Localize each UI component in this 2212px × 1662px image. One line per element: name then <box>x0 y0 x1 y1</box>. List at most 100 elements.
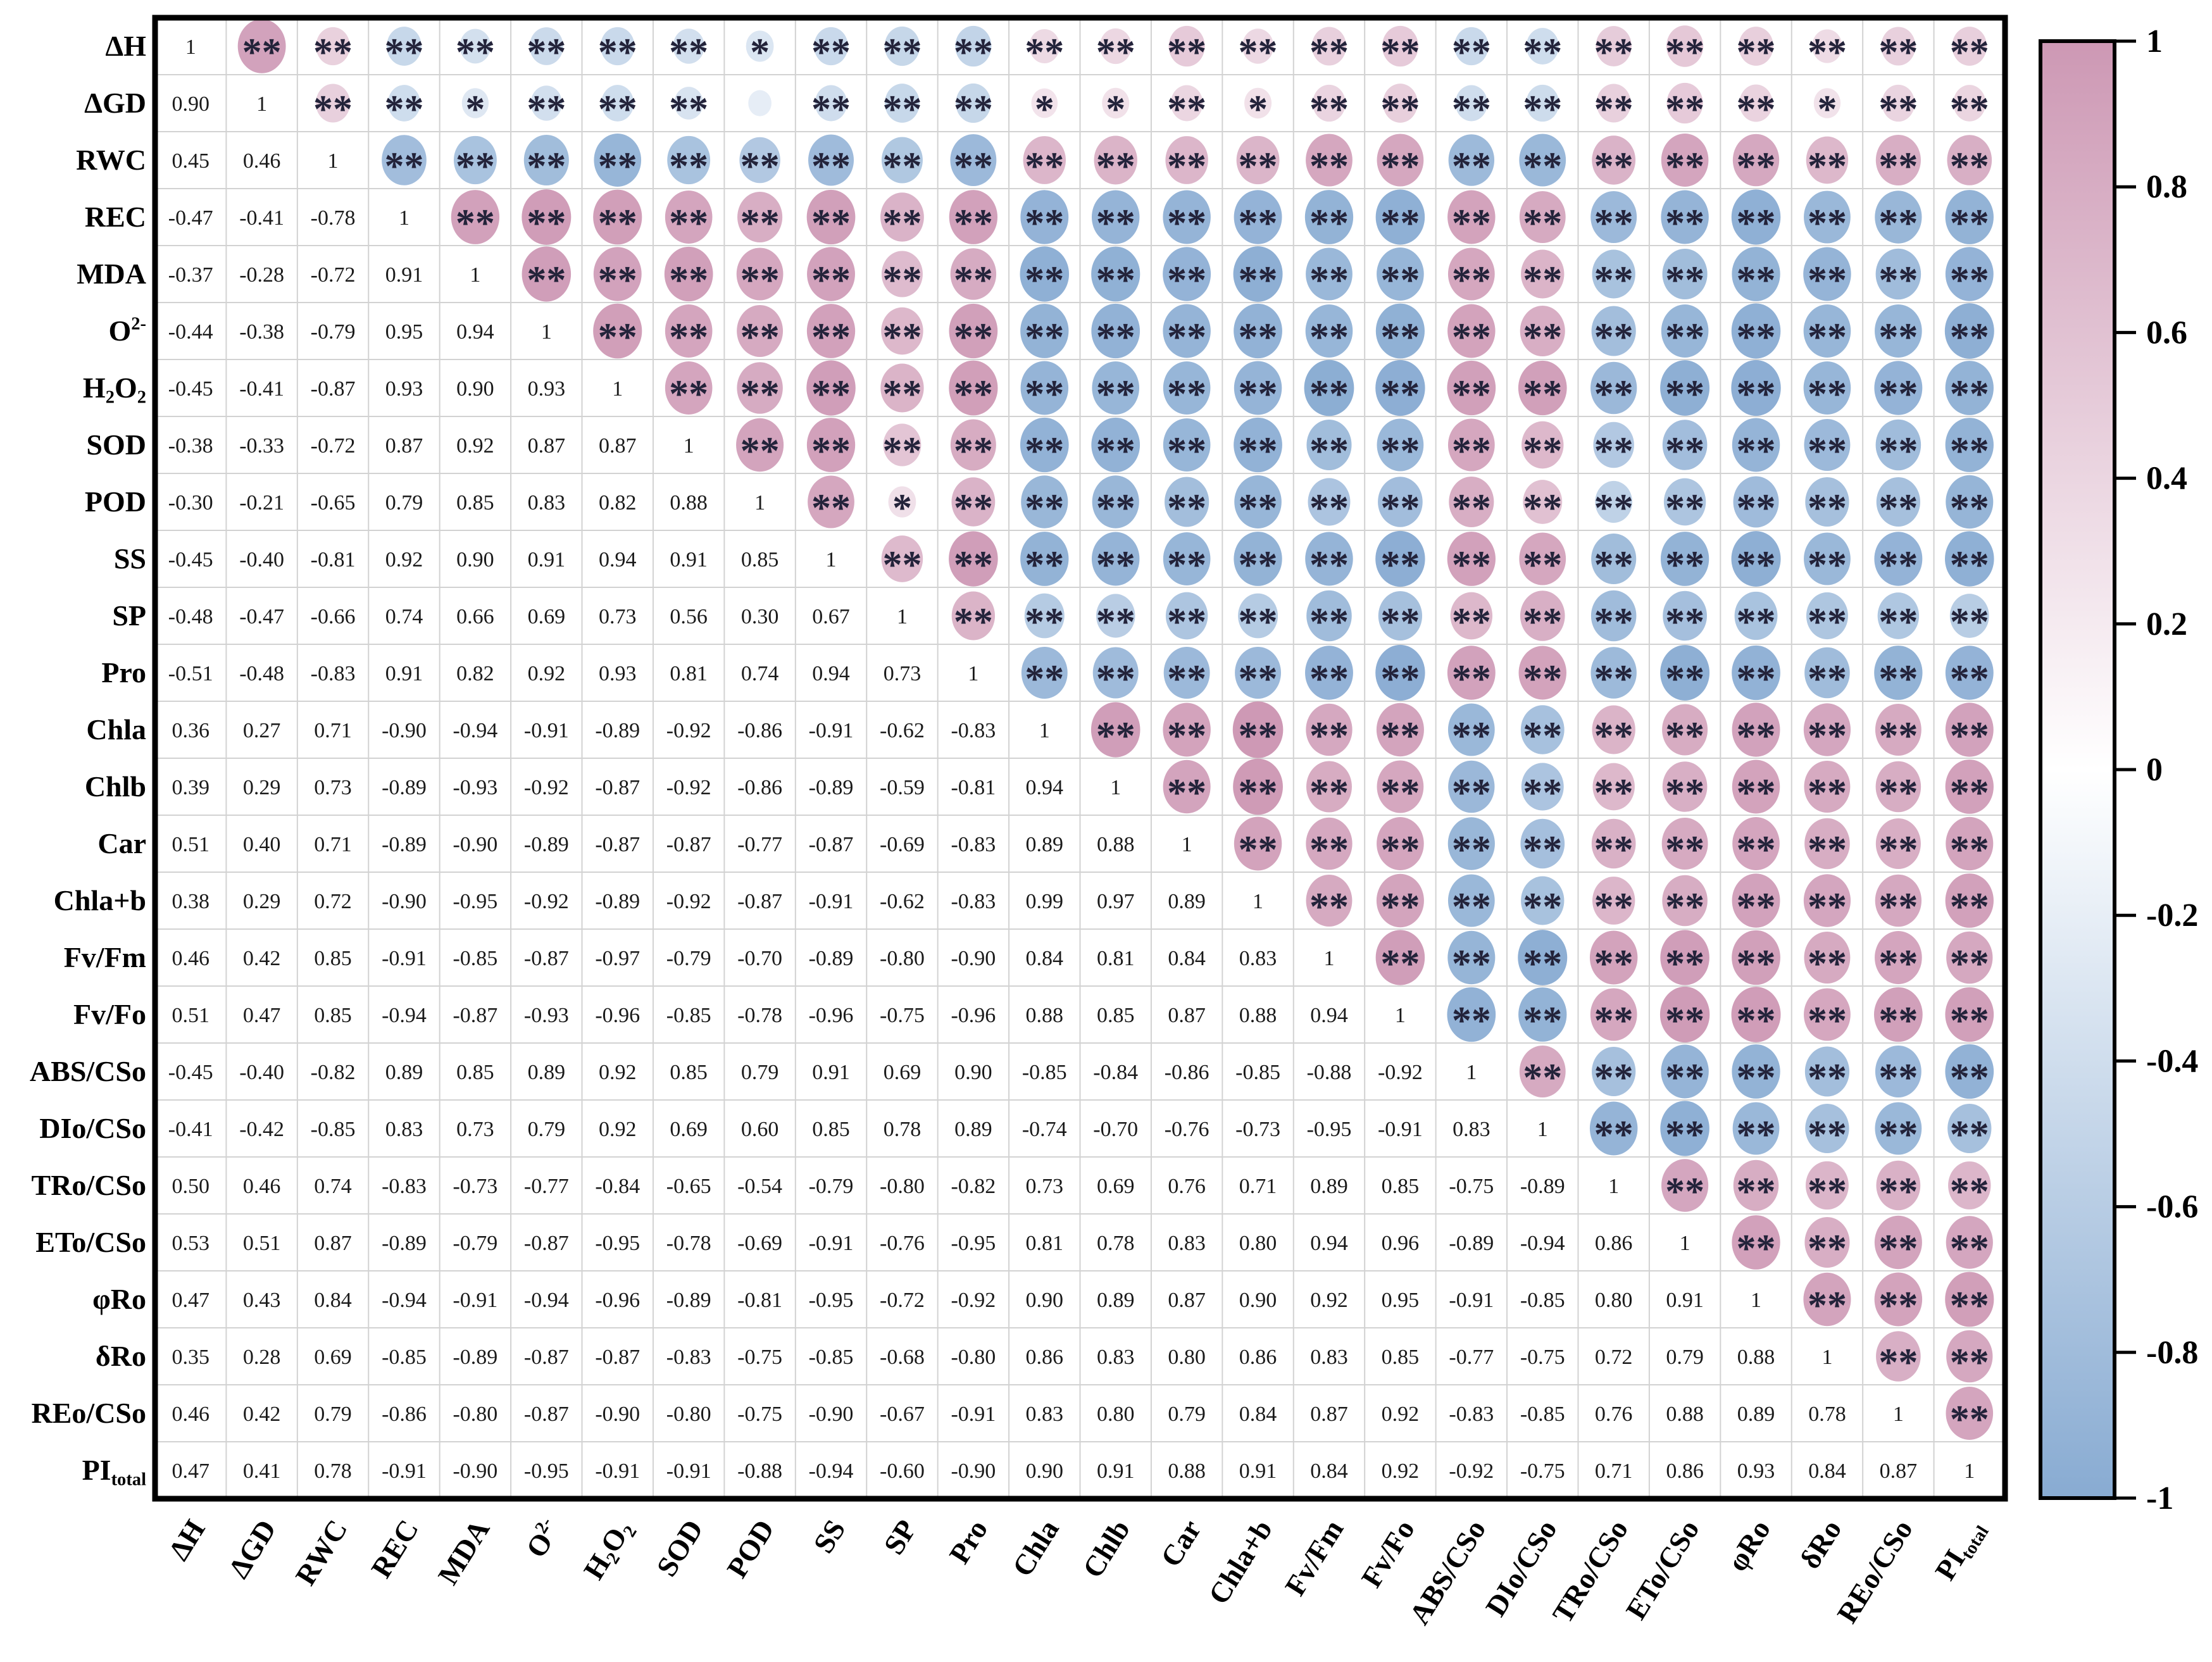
significance-stars: ** <box>1380 715 1420 758</box>
correlation-circle <box>382 135 427 185</box>
correlation-circle <box>950 419 996 471</box>
significance-stars: ** <box>1878 1341 1918 1384</box>
row-label: Chla <box>86 713 146 746</box>
correlation-circle <box>1661 134 1709 187</box>
colorbar-tick-label: 0.6 <box>2146 315 2187 351</box>
significance-stars: ** <box>1309 828 1349 872</box>
correlation-circle <box>1449 477 1494 527</box>
correlation-circle <box>1591 818 1636 869</box>
significance-stars: ** <box>1523 316 1562 359</box>
correlation-circle <box>955 25 992 67</box>
significance-stars: ** <box>1878 487 1918 530</box>
significance-stars: * <box>1035 88 1054 131</box>
correlation-value: 0.87 <box>314 1232 352 1255</box>
significance-stars: ** <box>1808 1284 1847 1327</box>
correlation-value: -0.87 <box>595 1346 640 1369</box>
correlation-circle <box>1519 134 1566 187</box>
correlation-value: -0.85 <box>1520 1403 1565 1426</box>
significance-stars: ** <box>1950 88 1989 131</box>
significance-stars: ** <box>882 316 922 359</box>
significance-stars: ** <box>1665 1113 1704 1156</box>
significance-stars: ** <box>1808 1170 1847 1213</box>
correlation-value: -0.89 <box>1520 1175 1565 1198</box>
correlation-circle <box>1804 988 1851 1041</box>
significance-stars: ** <box>1665 202 1704 245</box>
significance-stars: ** <box>882 31 922 74</box>
significance-stars: ** <box>1167 544 1206 587</box>
correlation-circle <box>1375 930 1425 985</box>
significance-stars: ** <box>1737 487 1776 530</box>
significance-stars: ** <box>1452 202 1491 245</box>
correlation-value: 0.86 <box>1595 1232 1633 1255</box>
significance-stars: ** <box>1665 772 1704 815</box>
significance-stars: ** <box>1808 1113 1847 1156</box>
correlation-circle <box>1662 704 1708 756</box>
correlation-value: -0.93 <box>453 776 497 799</box>
correlation-circle <box>1234 475 1282 528</box>
correlation-circle <box>1091 532 1140 586</box>
correlation-value: -0.82 <box>311 1061 356 1084</box>
correlation-circle <box>530 85 562 121</box>
correlation-value: 0.71 <box>1595 1459 1633 1483</box>
correlation-circle <box>1945 646 1994 700</box>
correlation-circle <box>1876 1331 1921 1382</box>
significance-stars: ** <box>1737 31 1776 74</box>
correlation-circle <box>815 85 847 122</box>
significance-stars: ** <box>1665 885 1704 928</box>
significance-stars: * <box>892 487 912 530</box>
correlation-value: 0.42 <box>243 947 281 970</box>
correlation-value: 0.94 <box>1310 1004 1348 1027</box>
correlation-value: 0.36 <box>172 719 209 742</box>
correlation-value: 0.92 <box>599 1118 637 1141</box>
significance-stars: ** <box>1167 373 1206 416</box>
correlation-value: -0.91 <box>382 947 427 970</box>
column-label: Fv/Fo <box>1355 1514 1421 1593</box>
correlation-circle <box>1520 306 1565 356</box>
colorbar-tick-label: 0 <box>2146 752 2163 788</box>
significance-stars: ** <box>1594 601 1634 644</box>
significance-stars: ** <box>1239 487 1278 530</box>
correlation-value: 0.96 <box>1382 1232 1420 1255</box>
correlation-value: -0.28 <box>239 263 284 287</box>
significance-stars: ** <box>1523 430 1562 473</box>
correlation-value: 0.83 <box>1026 1403 1064 1426</box>
correlation-circle <box>1375 530 1425 587</box>
significance-stars: ** <box>1737 885 1776 928</box>
significance-stars: ** <box>1309 601 1349 644</box>
correlation-circle <box>1662 420 1708 470</box>
correlation-circle <box>883 423 922 466</box>
significance-stars: ** <box>1380 31 1420 74</box>
significance-stars: * <box>1248 88 1268 131</box>
significance-stars: ** <box>1737 942 1776 985</box>
significance-stars: ** <box>1808 373 1847 416</box>
row-label: O2- <box>108 315 146 347</box>
correlation-value: 0.88 <box>1666 1403 1704 1426</box>
column-label: Car <box>1154 1514 1208 1572</box>
significance-stars: ** <box>1380 544 1420 587</box>
correlation-value: -0.87 <box>524 1346 569 1369</box>
correlation-value: 0.51 <box>172 1004 209 1027</box>
correlation-circle <box>1661 1159 1709 1212</box>
correlation-value: 0.85 <box>456 1061 494 1084</box>
correlation-value: 0.76 <box>1595 1403 1633 1426</box>
correlation-circle <box>1526 84 1559 122</box>
significance-stars: ** <box>1523 658 1562 701</box>
colorbar-tick-label: -0.4 <box>2146 1043 2198 1079</box>
row-label: Pro <box>101 656 146 689</box>
correlation-value: 0.91 <box>385 662 423 685</box>
correlation-value: -0.72 <box>311 434 356 458</box>
correlation-value: 0.87 <box>1168 1004 1206 1027</box>
diagonal-value: 1 <box>826 548 837 572</box>
significance-stars: ** <box>1380 942 1420 985</box>
correlation-value: -0.48 <box>168 605 213 628</box>
significance-stars: ** <box>669 202 708 245</box>
correlation-value: -0.90 <box>453 1459 497 1483</box>
correlation-value: -0.38 <box>239 320 284 344</box>
significance-stars: ** <box>1167 316 1206 359</box>
correlation-circle <box>951 477 996 527</box>
row-label: DIo/CSo <box>39 1112 146 1144</box>
correlation-value: -0.92 <box>666 776 711 799</box>
significance-stars: ** <box>1665 1170 1704 1213</box>
correlation-value: -0.75 <box>880 1004 925 1027</box>
correlation-circle <box>1945 703 1994 757</box>
